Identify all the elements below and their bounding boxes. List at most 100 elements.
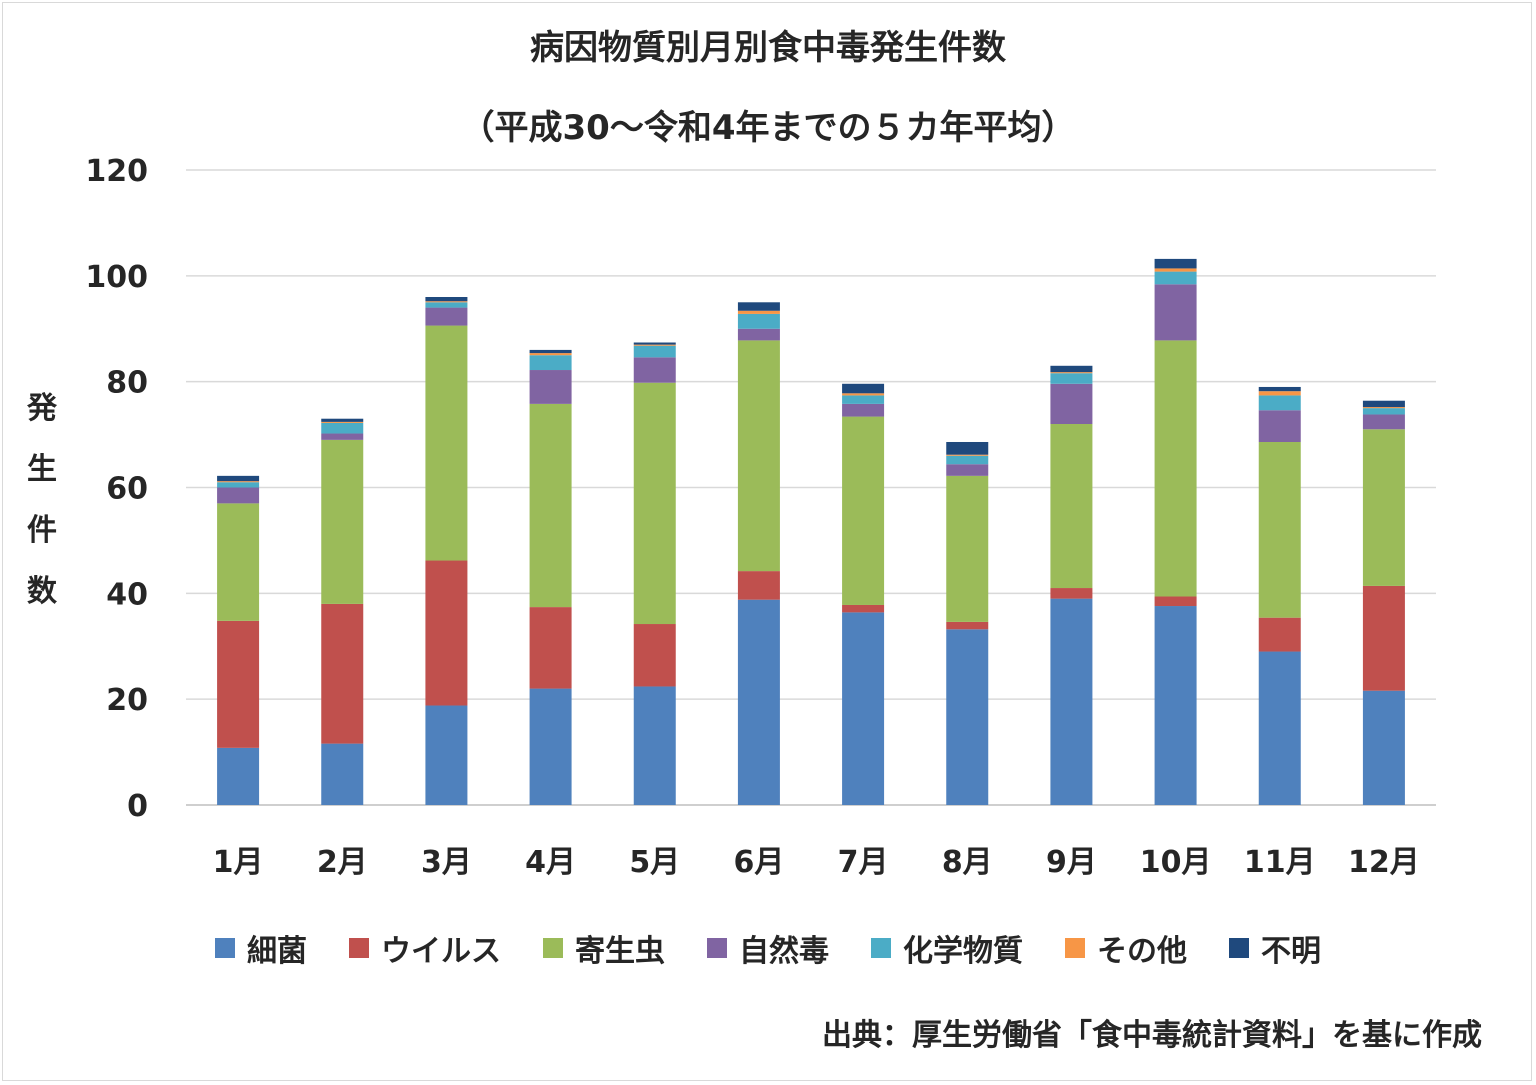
bar-segment xyxy=(1362,400,1405,408)
bar-segment xyxy=(633,345,676,358)
bar-segment xyxy=(529,349,572,354)
bar-segment xyxy=(217,620,260,748)
bar-segment xyxy=(842,395,885,404)
bar-segment xyxy=(633,344,676,346)
bar-segment xyxy=(425,560,468,706)
bar-segment xyxy=(217,747,260,805)
bar-segment xyxy=(842,393,885,396)
legend-item: 細菌 xyxy=(215,926,307,970)
legend-swatch xyxy=(1229,938,1249,958)
y-tick-label: 40 xyxy=(106,577,148,612)
bar-segment xyxy=(425,705,468,805)
bar-segment xyxy=(737,328,780,341)
bar-segment xyxy=(633,342,676,345)
bar-segment xyxy=(1258,410,1301,442)
bar-segment xyxy=(1154,284,1197,341)
bar-segment xyxy=(1154,268,1197,272)
x-tick-label: 8月 xyxy=(942,845,993,880)
bar-segment xyxy=(1154,340,1197,597)
bar-segment xyxy=(1154,258,1197,269)
x-tick-label: 5月 xyxy=(629,845,680,880)
bar-segment xyxy=(1258,395,1301,411)
legend-swatch xyxy=(543,938,563,958)
legend: 細菌 ウイルス 寄生虫 自然毒 化学物質 その他 不明 xyxy=(0,926,1536,970)
legend-label: 不明 xyxy=(1261,934,1321,969)
bar-segment xyxy=(842,604,885,613)
bar-segment xyxy=(1258,617,1301,652)
bar-segment xyxy=(737,571,780,600)
bar-segment xyxy=(1258,391,1301,396)
bar-segment xyxy=(737,340,780,572)
bar-segment xyxy=(633,686,676,805)
chart-title: 病因物質別月別食中毒発生件数 xyxy=(530,28,1006,68)
source-note: 出典：厚生労働省「食中毒統計資料」を基に作成 xyxy=(822,1018,1482,1053)
bar-segment xyxy=(1362,429,1405,586)
bar-segment xyxy=(529,355,572,371)
bar-segment xyxy=(1154,271,1197,285)
legend-label: 寄生虫 xyxy=(575,934,665,969)
bar-segment xyxy=(1258,441,1301,618)
x-tick-label: 4月 xyxy=(525,845,576,880)
bar-segment xyxy=(217,503,260,621)
bar-segment xyxy=(425,325,468,561)
bar-segment xyxy=(946,621,989,630)
legend-item: ウイルス xyxy=(349,926,501,970)
chart-subtitle: （平成30～令和4年までの５カ年平均） xyxy=(460,108,1076,148)
y-tick-label: 20 xyxy=(106,683,148,718)
legend-swatch xyxy=(871,938,891,958)
legend-label: 細菌 xyxy=(247,934,307,969)
bar-segment xyxy=(529,688,572,805)
x-tick-label: 7月 xyxy=(838,845,889,880)
bar-segment xyxy=(842,403,885,417)
bar-segment xyxy=(425,302,468,308)
y-tick-label: 80 xyxy=(106,366,148,401)
bar-segment xyxy=(1050,365,1093,373)
bar-segment xyxy=(321,421,364,423)
bar-segment xyxy=(1050,383,1093,424)
bar-segment xyxy=(1362,407,1405,409)
bar-segment xyxy=(217,475,260,482)
legend-label: 自然毒 xyxy=(739,934,829,969)
y-axis-label-char: 件 xyxy=(27,513,57,548)
bar-segment xyxy=(737,599,780,805)
legend-swatch xyxy=(1065,938,1085,958)
bar-segment xyxy=(1362,585,1405,691)
bar-segment xyxy=(737,313,780,329)
bar-segment xyxy=(737,310,780,314)
bar-segment xyxy=(529,353,572,356)
bar-segment xyxy=(946,475,989,622)
legend-swatch xyxy=(215,938,235,958)
bar-segment xyxy=(946,629,989,805)
legend-swatch xyxy=(349,938,369,958)
bar-segment xyxy=(425,297,468,302)
bar-segment xyxy=(529,403,572,608)
x-tick-label: 2月 xyxy=(317,845,368,880)
x-tick-label: 6月 xyxy=(733,845,784,880)
bar-segment xyxy=(1362,690,1405,805)
legend-label: ウイルス xyxy=(381,934,501,969)
legend-label: 化学物質 xyxy=(903,934,1023,969)
bar-segment xyxy=(1362,408,1405,415)
y-axis-label-char: 数 xyxy=(27,574,57,609)
y-tick-label: 60 xyxy=(106,472,148,507)
bar-segment xyxy=(1258,386,1301,392)
legend-item: 自然毒 xyxy=(707,926,829,970)
bar-segment xyxy=(946,464,989,476)
y-tick-label: 120 xyxy=(85,154,148,189)
x-tick-label: 1月 xyxy=(213,845,264,880)
y-tick-label: 100 xyxy=(85,260,148,295)
legend-swatch xyxy=(707,938,727,958)
bar-segment xyxy=(425,307,468,326)
bar-segment xyxy=(842,612,885,805)
bar-segment xyxy=(633,624,676,687)
bar-segment xyxy=(321,422,364,434)
bar-segment xyxy=(321,603,364,744)
bar-segment xyxy=(321,433,364,440)
bar-segment xyxy=(842,416,885,605)
bar-segment xyxy=(529,370,572,404)
bar-segment xyxy=(737,302,780,311)
bar-segment xyxy=(946,441,989,455)
bar-segment xyxy=(946,454,989,456)
